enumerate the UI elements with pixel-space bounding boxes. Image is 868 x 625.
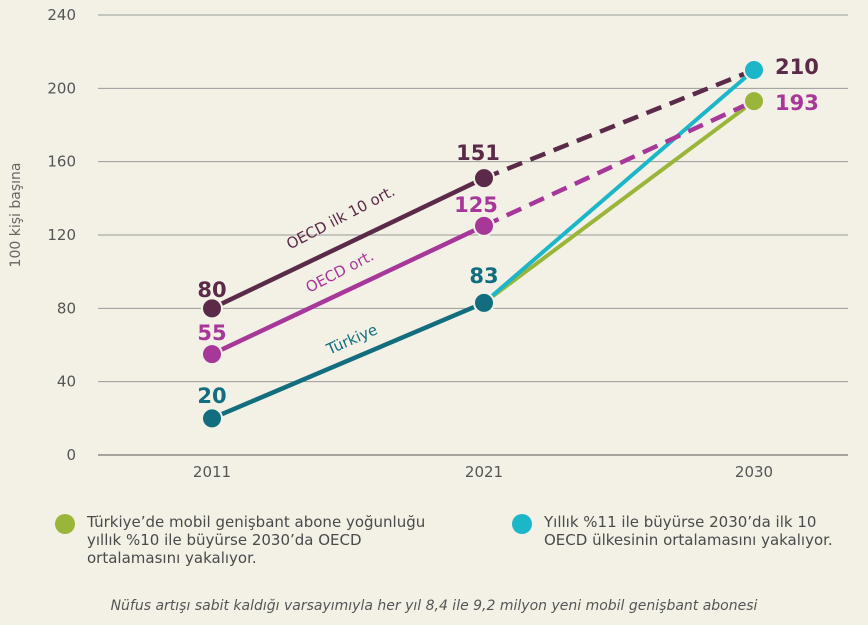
data-label: 193 — [775, 91, 819, 115]
y-tick-label: 240 — [47, 6, 76, 24]
data-label: 80 — [197, 278, 226, 302]
data-point — [201, 297, 223, 320]
y-axis-ticks: 0 40 80 120 160 200 240 — [47, 6, 76, 464]
x-tick-label: 2011 — [193, 463, 231, 481]
projection-dashed-line — [483, 99, 755, 228]
data-label: 125 — [454, 193, 498, 217]
data-label: 55 — [197, 321, 226, 345]
legend-green-dot — [55, 514, 75, 534]
y-axis-label: 100 kişi başına — [8, 163, 24, 268]
y-tick-label: 0 — [66, 446, 76, 464]
line-chart: 0 40 80 120 160 200 240 2011 2021 2030 100 kişi … — [8, 6, 848, 481]
series-label: OECD ort. — [303, 247, 377, 297]
data-point — [473, 214, 495, 237]
series-points — [201, 59, 765, 430]
y-tick-label: 200 — [47, 79, 76, 97]
footnote: Nüfus artışı sabit kaldığı varsayımıyla … — [110, 598, 758, 614]
x-axis-ticks: 2011 2021 2030 — [193, 463, 773, 481]
series-line — [211, 300, 485, 421]
series-label: Türkiye — [323, 320, 380, 358]
data-labels: 80 55 20 151 125 83 210 193 — [197, 55, 818, 408]
x-tick-label: 2021 — [465, 463, 503, 481]
x-tick-label: 2030 — [735, 463, 773, 481]
projection-line — [482, 99, 756, 305]
series-label: OECD ilk 10 ort. — [283, 182, 398, 253]
data-point — [743, 90, 765, 113]
y-tick-label: 80 — [57, 299, 76, 317]
y-tick-label: 160 — [47, 153, 76, 171]
data-label: 83 — [469, 264, 498, 288]
data-point — [201, 407, 223, 430]
projection-line — [482, 68, 756, 305]
legend-cyan-dot — [512, 514, 532, 534]
y-tick-label: 40 — [57, 373, 76, 391]
series-line — [211, 176, 485, 311]
series-lines — [211, 67, 756, 421]
data-point — [473, 167, 495, 190]
data-label: 20 — [197, 384, 226, 408]
legend-green-text: Türkiye’de mobil genişbant abone yoğunlu… — [87, 513, 426, 567]
series-labels: OECD ilk 10 ort.OECD ort. Türkiye — [283, 182, 398, 359]
data-point — [743, 59, 765, 81]
data-point — [473, 291, 495, 314]
data-point — [201, 343, 223, 366]
y-tick-label: 120 — [47, 226, 76, 244]
legend-item-green: Türkiye’de mobil genişbant abone yoğunlu… — [55, 513, 425, 567]
series-line — [211, 223, 485, 357]
legend-item-cyan: Yıllık %11 ile büyürse 2030’da ilk 10 OE… — [512, 513, 833, 549]
data-label: 210 — [775, 55, 819, 79]
data-label: 151 — [456, 141, 500, 165]
legend-cyan-text: Yıllık %11 ile büyürse 2030’da ilk 10 OE… — [544, 513, 833, 549]
